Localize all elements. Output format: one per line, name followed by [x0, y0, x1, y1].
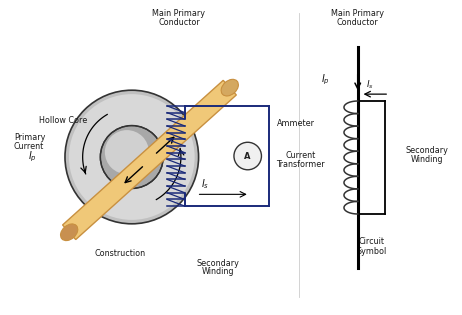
Ellipse shape — [69, 94, 195, 220]
Text: Secondary: Secondary — [197, 259, 240, 268]
Circle shape — [234, 142, 261, 170]
Text: Main Primary: Main Primary — [331, 9, 384, 18]
Text: Winding: Winding — [202, 267, 235, 277]
Ellipse shape — [61, 224, 78, 241]
Text: Transformer: Transformer — [276, 160, 325, 169]
Polygon shape — [62, 80, 237, 240]
Text: Secondary: Secondary — [405, 146, 448, 155]
Text: $I_p$: $I_p$ — [28, 150, 36, 164]
Text: Circuit: Circuit — [359, 237, 384, 246]
Text: Winding: Winding — [410, 156, 443, 164]
Ellipse shape — [100, 126, 163, 188]
Text: Hollow Core: Hollow Core — [39, 116, 87, 125]
Text: Current: Current — [286, 151, 316, 159]
Text: Conductor: Conductor — [337, 18, 378, 27]
Text: Main Primary: Main Primary — [152, 9, 206, 18]
Ellipse shape — [221, 79, 238, 96]
Text: $I_p$: $I_p$ — [322, 72, 330, 87]
Text: Current: Current — [14, 142, 44, 151]
Text: A: A — [244, 152, 251, 161]
Text: $I_s$: $I_s$ — [365, 78, 373, 91]
Ellipse shape — [105, 130, 149, 174]
Text: $I_s$: $I_s$ — [201, 178, 210, 192]
Text: Conductor: Conductor — [158, 18, 200, 27]
Ellipse shape — [65, 90, 199, 224]
Text: Symbol: Symbol — [356, 247, 387, 256]
Text: Primary: Primary — [14, 133, 45, 142]
Text: Construction: Construction — [94, 249, 146, 258]
Text: Ammeter: Ammeter — [277, 119, 315, 128]
